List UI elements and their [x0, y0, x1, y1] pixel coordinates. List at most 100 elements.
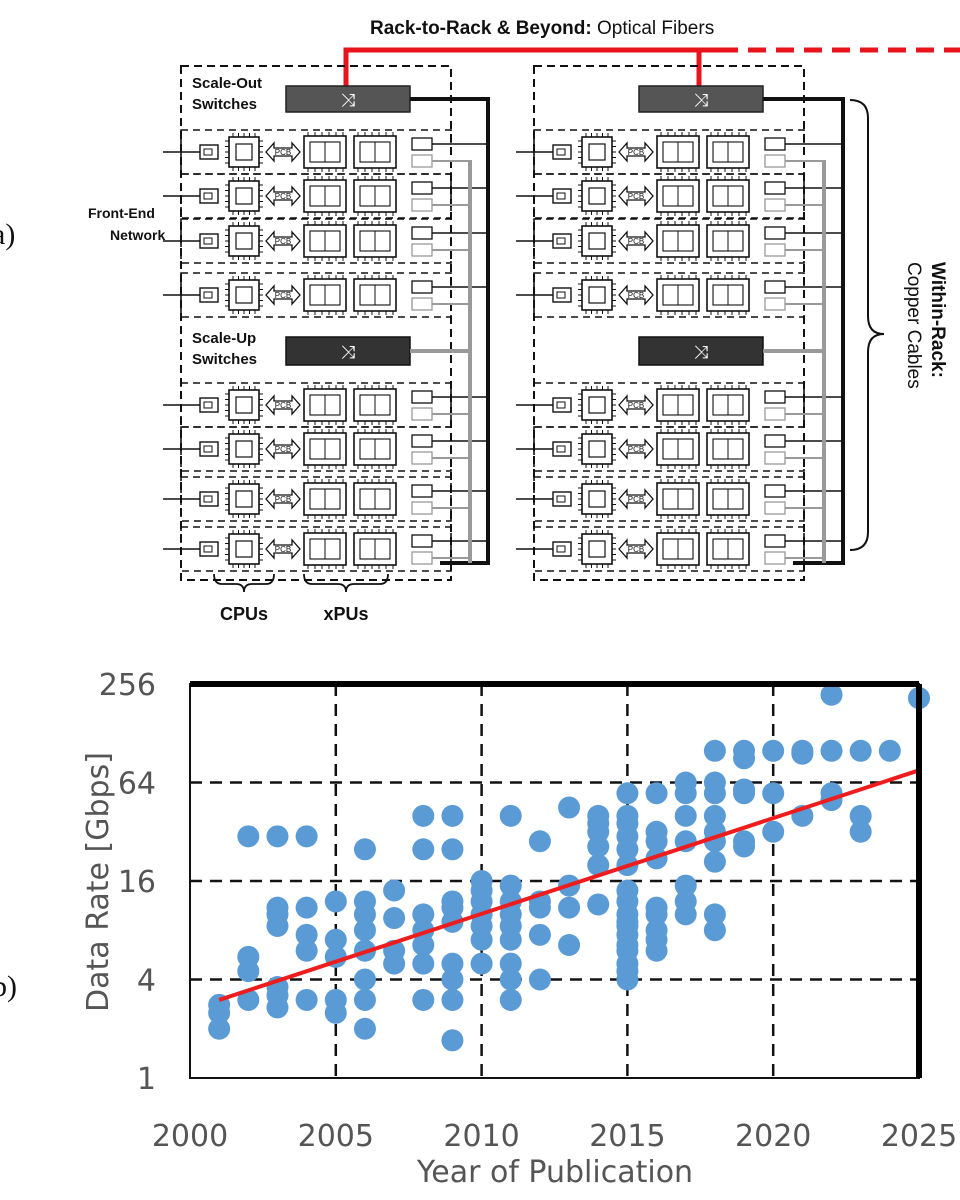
data-point — [820, 739, 843, 762]
xpu-chip-icon — [353, 529, 397, 569]
data-point — [791, 739, 814, 762]
data-point — [703, 739, 726, 762]
rack-left — [180, 65, 452, 581]
scale-out-label-line1: Scale-Out — [192, 75, 262, 92]
data-point — [645, 896, 668, 919]
data-point — [324, 928, 347, 951]
y-tick-label: 64 — [118, 767, 156, 802]
data-point — [820, 683, 843, 706]
pcb-link-arrow: PCB — [618, 185, 654, 207]
data-point — [441, 890, 464, 913]
data-point — [587, 893, 610, 916]
cpu-chip-icon — [225, 530, 263, 568]
data-point — [703, 903, 726, 926]
xpu-chip-icon — [706, 275, 750, 315]
data-point — [412, 838, 435, 861]
data-point — [353, 988, 376, 1011]
data-point — [878, 739, 901, 762]
data-point — [733, 778, 756, 801]
nic-icon — [764, 451, 786, 465]
x-tick-label: 2015 — [589, 1119, 665, 1154]
front-end-label-line1: Front-End — [88, 205, 155, 221]
data-point — [353, 838, 376, 861]
nic-icon — [764, 243, 786, 257]
nic-icon — [552, 188, 572, 204]
server-tray-row: PCB — [516, 272, 843, 318]
nic-icon — [552, 233, 572, 249]
data-point — [353, 968, 376, 991]
data-point — [499, 968, 522, 991]
xpus-brace — [303, 573, 389, 593]
data-point — [645, 820, 668, 843]
data-point — [441, 838, 464, 861]
pcb-label: PCB — [628, 148, 644, 157]
nic-icon — [764, 501, 786, 515]
pcb-label: PCB — [628, 445, 644, 454]
scale-out-label-line2: Switches — [192, 96, 257, 113]
cpu-chip-icon — [225, 430, 263, 468]
xpu-chip-icon — [303, 221, 347, 261]
scale-up-label-line2: Switches — [192, 351, 257, 368]
rack-to-rack-label: Rack-to-Rack & Beyond: Optical Fibers — [370, 18, 714, 39]
cpu-chip-icon — [578, 386, 616, 424]
nic-icon — [199, 541, 219, 557]
y-tick-label: 4 — [137, 964, 156, 999]
data-point — [703, 804, 726, 827]
data-point — [237, 825, 260, 848]
nic-icon — [199, 397, 219, 413]
xpu-chip-icon — [303, 479, 347, 519]
server-tray-row: PCB — [163, 426, 488, 472]
data-point — [558, 796, 581, 819]
data-point — [703, 919, 726, 942]
nic-icon — [764, 434, 786, 448]
data-point — [528, 968, 551, 991]
trend-line — [218, 768, 920, 1002]
data-point — [353, 919, 376, 942]
nic-icon — [764, 551, 786, 565]
data-point — [674, 890, 697, 913]
within-rack-label: Within-Rack: Copper Cables — [903, 262, 948, 389]
pcb-link-arrow: PCB — [265, 141, 301, 163]
nic-icon — [764, 280, 786, 294]
nic-icon — [411, 154, 433, 168]
data-point — [558, 896, 581, 919]
server-tray-row: PCB — [163, 173, 488, 219]
cpu-chip-icon — [578, 222, 616, 260]
shuffle-icon: ⤨ — [694, 90, 708, 110]
shuffle-icon: ⤨ — [694, 342, 708, 362]
data-point — [703, 850, 726, 873]
data-point — [849, 739, 872, 762]
x-tick-label: 2020 — [735, 1119, 811, 1154]
nic-icon — [411, 198, 433, 212]
cpu-chip-icon — [225, 386, 263, 424]
server-tray-row: PCB — [163, 129, 488, 175]
nic-icon — [764, 198, 786, 212]
data-point — [470, 870, 493, 892]
data-point — [587, 804, 610, 827]
pcb-label: PCB — [628, 401, 644, 410]
data-point — [353, 890, 376, 913]
server-tray-row: PCB — [516, 526, 843, 572]
data-point — [558, 934, 581, 957]
pcb-link-arrow: PCB — [618, 141, 654, 163]
nic-icon — [552, 441, 572, 457]
server-tray-row: PCB — [516, 173, 843, 219]
cpu-chip-icon — [578, 276, 616, 314]
xpu-chip-icon — [353, 429, 397, 469]
data-point — [383, 879, 406, 902]
nic-icon — [199, 188, 219, 204]
nic-icon — [411, 484, 433, 498]
scale-out-switch-left: ⤨ — [285, 85, 411, 113]
data-point — [616, 782, 639, 805]
nic-icon — [411, 534, 433, 548]
data-point — [295, 988, 318, 1011]
nic-icon — [411, 501, 433, 515]
data-point — [412, 952, 435, 975]
scale-out-switch-right: ⤨ — [638, 85, 764, 113]
data-point — [587, 854, 610, 877]
xpu-chip-icon — [303, 429, 347, 469]
data-point — [266, 996, 289, 1019]
data-point — [441, 952, 464, 975]
data-point — [733, 830, 756, 853]
